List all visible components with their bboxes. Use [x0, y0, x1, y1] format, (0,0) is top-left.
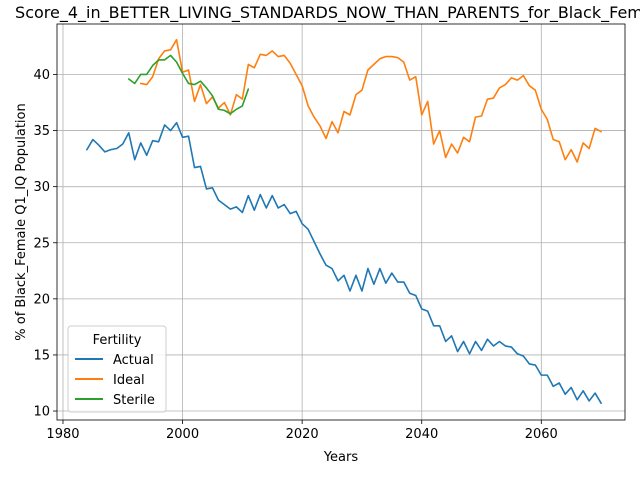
- y-tick-label: 30: [33, 180, 50, 195]
- y-tick-label: 10: [33, 405, 50, 420]
- series-lines: [86, 38, 602, 404]
- plot-frame: [56, 23, 626, 421]
- x-tick-label: 1980: [46, 427, 79, 442]
- y-tick-label: 15: [33, 348, 50, 363]
- chart-title: Score_4_in_BETTER_LIVING_STANDARDS_NOW_T…: [15, 3, 640, 23]
- axis-ticks: 1980 2000 2020 2040 2060 10 15 20 25 30 35 40: [33, 68, 557, 442]
- legend-entry-sterile: Sterile: [113, 393, 155, 408]
- x-tick-label: 2000: [166, 427, 199, 442]
- legend: Fertility Actual Ideal Sterile: [67, 325, 167, 413]
- y-tick-label: 35: [33, 124, 50, 139]
- y-axis-label: % of Black_Female Q1_IQ Population: [14, 103, 29, 340]
- series-line-sterile: [127, 54, 250, 115]
- legend-entry-ideal: Ideal: [113, 373, 145, 388]
- legend-box: [67, 325, 167, 413]
- y-tick-label: 25: [33, 236, 50, 251]
- x-tick-label: 2040: [405, 427, 438, 442]
- legend-title: Fertility: [93, 333, 142, 348]
- y-tick-label: 40: [33, 68, 50, 83]
- x-tick-label: 2020: [286, 427, 319, 442]
- x-tick-label: 2060: [525, 427, 558, 442]
- y-tick-label: 20: [33, 292, 50, 307]
- legend-entry-actual: Actual: [113, 353, 154, 368]
- x-axis-label: Years: [323, 450, 359, 465]
- series-line-actual: [86, 121, 602, 404]
